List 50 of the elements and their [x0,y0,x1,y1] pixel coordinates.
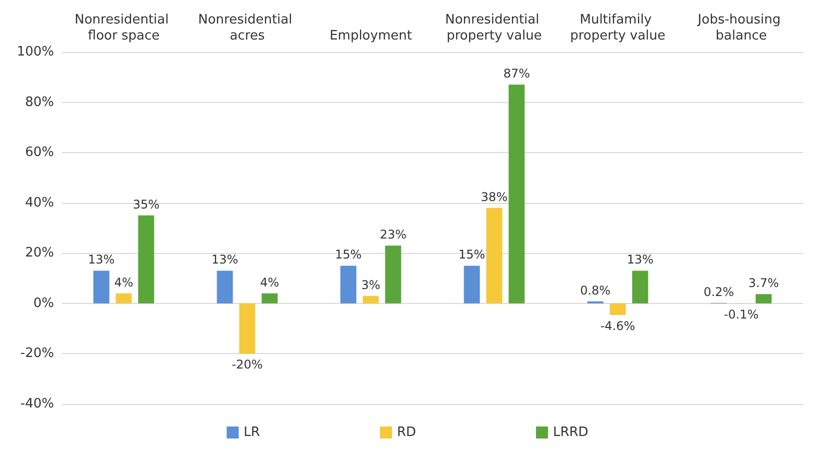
y-tick-label: 40% [25,195,54,210]
bar [239,303,256,354]
y-tick-label: -20% [20,346,54,362]
bar [116,293,132,304]
legend-label: RD [396,425,416,440]
y-tick-label: 80% [25,94,54,110]
data-label: 13% [626,252,654,267]
x-tick-label: Nonresidential acres [198,12,296,44]
x-tick-label: Nonresidential property value [445,12,544,44]
bar [385,246,402,304]
data-label: -0.1% [724,308,759,322]
bar [756,294,772,304]
data-label: 0.2% [704,284,734,299]
x-tick-label: Employment [330,28,412,44]
x-tick-label: Jobs-housing balance [696,12,785,44]
data-label: 87% [503,66,530,81]
x-tick-label: Nonresidential floor space [74,12,173,44]
data-label: 13% [88,252,115,267]
data-label: 15% [335,248,362,262]
y-tick-label: 60% [25,145,54,160]
bar [262,293,278,304]
legend-label: LRRD [553,425,588,440]
y-tick-label: 20% [25,246,54,261]
y-tick-label: 100% [16,44,54,60]
data-label: 0.8% [580,283,611,298]
bar [632,270,648,304]
y-tick-label: 0% [33,296,54,311]
bar [362,296,379,304]
data-label: 3% [361,278,380,292]
bar [486,208,502,304]
bar [340,266,356,304]
data-label: 4% [260,275,280,290]
data-label: 4% [114,275,134,290]
data-label: -4.6% [600,318,636,333]
bar [508,84,525,304]
data-label: 15% [458,248,486,262]
data-label: -20% [232,358,263,372]
data-label: 13% [212,252,238,267]
data-label: 38% [480,190,508,204]
bar [610,303,626,315]
data-label: 35% [132,197,160,212]
bar [93,270,110,304]
x-tick-label: Multifamily property value [570,12,666,44]
bar [216,270,233,304]
bar [464,266,480,304]
data-label: 23% [380,228,406,242]
legend-label: LR [244,425,260,440]
bar [138,215,154,304]
y-tick-label: -40% [20,396,54,412]
data-label: 3.7% [748,276,779,290]
